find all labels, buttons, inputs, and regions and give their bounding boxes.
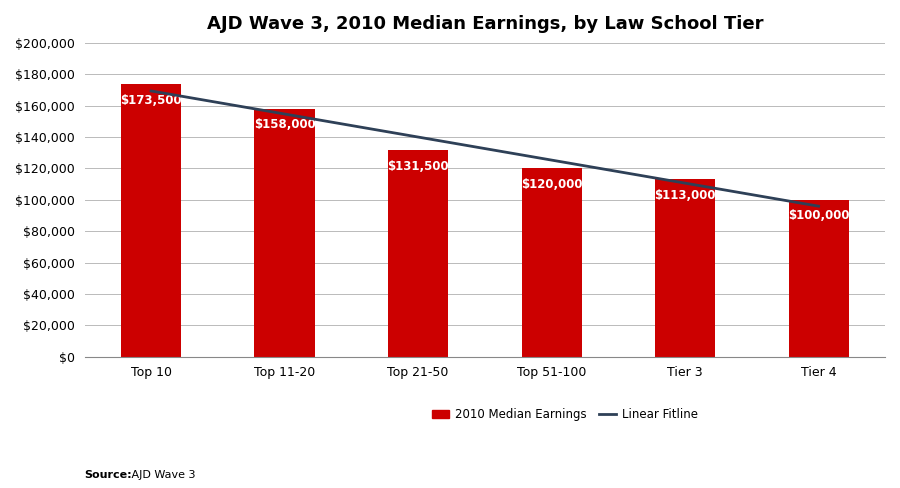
Bar <box>388 150 448 357</box>
Text: $113,000: $113,000 <box>654 189 716 202</box>
Bar <box>788 200 849 357</box>
Legend: 2010 Median Earnings, Linear Fitline: 2010 Median Earnings, Linear Fitline <box>427 404 703 426</box>
Bar <box>655 180 716 357</box>
Text: Source:: Source: <box>85 470 132 480</box>
Text: $131,500: $131,500 <box>387 160 449 173</box>
Text: $158,000: $158,000 <box>254 118 315 131</box>
Text: AJD Wave 3: AJD Wave 3 <box>128 470 195 480</box>
Bar <box>121 84 181 357</box>
Bar <box>521 168 581 357</box>
Bar <box>255 109 315 357</box>
Text: $173,500: $173,500 <box>121 94 182 107</box>
Text: $100,000: $100,000 <box>788 209 850 222</box>
Title: AJD Wave 3, 2010 Median Earnings, by Law School Tier: AJD Wave 3, 2010 Median Earnings, by Law… <box>206 15 763 33</box>
Text: $120,000: $120,000 <box>521 178 582 191</box>
